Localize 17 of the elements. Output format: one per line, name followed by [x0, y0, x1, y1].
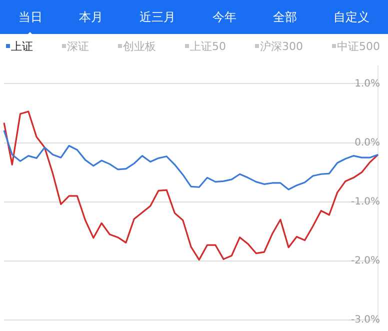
legend-label: 中证500	[337, 38, 380, 54]
text: 今年	[212, 8, 236, 26]
y-tick-label: -2.0%	[350, 256, 380, 267]
y-tick-label: -3.0%	[350, 314, 380, 326]
y-tick-label: 1.0%	[354, 78, 380, 90]
text: 全部	[272, 8, 297, 26]
text: 本月	[78, 8, 103, 26]
text: 近三月	[140, 8, 176, 26]
legend-label: 沪深300	[260, 38, 303, 54]
legend-label: 创业板	[123, 38, 156, 54]
y-tick-label: -1.0%	[350, 196, 380, 208]
y-tick-label: 0.0%	[354, 137, 380, 148]
text: 自定义	[334, 8, 370, 26]
legend-label: 深证	[67, 38, 89, 54]
text: 当日	[18, 8, 42, 26]
legend-label: 上证	[11, 38, 33, 54]
legend-label: 上证50	[190, 38, 226, 54]
